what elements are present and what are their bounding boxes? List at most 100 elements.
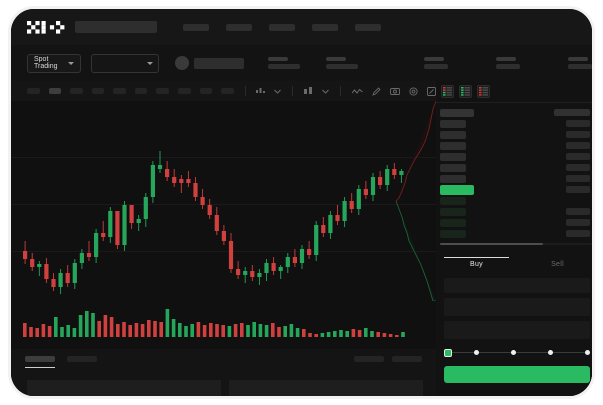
stat-0 — [268, 57, 300, 69]
slider-handle[interactable] — [444, 348, 452, 357]
gridline — [11, 251, 436, 252]
stat-value — [424, 64, 448, 69]
slider-stop-50[interactable] — [511, 350, 516, 355]
camera-icon[interactable] — [390, 87, 400, 95]
bid-amount — [566, 208, 590, 215]
chevron-down-icon — [67, 61, 74, 65]
okx-logo-icon[interactable] — [27, 20, 65, 34]
ask-price — [440, 141, 466, 150]
orderbook-ask-row[interactable] — [440, 140, 590, 151]
bottom-block-1[interactable] — [229, 380, 423, 396]
bottom-block-0[interactable] — [27, 380, 221, 396]
stat-label — [424, 57, 444, 61]
orderbook-ask-row[interactable] — [440, 173, 590, 184]
interval-3[interactable] — [91, 88, 105, 94]
ask-amount — [566, 131, 590, 138]
ask-price — [440, 130, 466, 139]
orderbook-bid-row[interactable] — [440, 228, 590, 239]
stat-value — [568, 64, 592, 69]
stat-2 — [424, 57, 448, 69]
search-input[interactable] — [75, 21, 157, 33]
bottom-tab-0[interactable] — [25, 356, 55, 362]
nav-item-2[interactable] — [269, 23, 295, 31]
last-price-value — [194, 57, 244, 69]
orderbook-ask-row[interactable] — [440, 162, 590, 173]
bottom-action-0[interactable] — [354, 356, 384, 362]
interval-0[interactable] — [27, 88, 40, 94]
slider-stop-25[interactable] — [474, 350, 479, 355]
chevron-down-icon[interactable] — [274, 89, 282, 94]
amount-input[interactable] — [444, 298, 590, 316]
bottom-tab-0-wrap[interactable] — [25, 356, 55, 368]
nav-item-0[interactable] — [183, 23, 209, 31]
orderbook-bid-row[interactable] — [440, 206, 590, 217]
fullscreen-icon[interactable] — [427, 86, 436, 96]
trading-mode-dropdown[interactable]: Spot Trading — [27, 53, 81, 73]
interval-8[interactable] — [199, 88, 213, 94]
market-info-bar: Spot Trading — [11, 45, 592, 81]
last-price-group — [175, 56, 244, 70]
amount-percent-slider[interactable] — [444, 348, 590, 357]
draw-pencil-icon[interactable] — [372, 86, 381, 96]
orderbook-mode-asks-only-icon[interactable] — [477, 85, 490, 98]
interval-7[interactable] — [177, 88, 191, 94]
chevron-down-icon[interactable] — [322, 89, 330, 94]
nav-item-3[interactable] — [312, 23, 338, 31]
orderbook-rows[interactable] — [436, 103, 592, 239]
chart-toolbar — [11, 81, 436, 101]
stat-label — [268, 57, 288, 61]
place-buy-order-button[interactable] — [444, 366, 590, 383]
total-input[interactable] — [444, 321, 590, 339]
interval-1[interactable] — [48, 88, 62, 94]
scrollbar-thumb[interactable] — [440, 243, 544, 245]
stat-4 — [568, 57, 592, 69]
nav-item-1[interactable] — [226, 23, 252, 31]
bottom-content — [27, 380, 423, 396]
stat-1 — [326, 57, 358, 69]
orderbook-mode-both-icon[interactable] — [441, 85, 454, 98]
orderbook-bid-row[interactable] — [440, 195, 590, 206]
interval-6[interactable] — [156, 88, 169, 94]
ask-price — [440, 174, 466, 183]
orderbook-ask-row[interactable] — [440, 129, 590, 140]
orderbook-mode-bids-only-icon[interactable] — [459, 85, 472, 98]
price-input[interactable] — [444, 278, 590, 293]
orderbook-bid-row[interactable] — [440, 217, 590, 228]
pair-select-dropdown[interactable] — [90, 53, 159, 73]
ask-price — [440, 119, 466, 128]
column-header-amount — [554, 109, 590, 116]
price-chart-panel[interactable] — [11, 101, 436, 349]
settings-gear-icon[interactable] — [409, 86, 418, 96]
stat-value — [496, 64, 520, 69]
tab-buy[interactable]: Buy — [470, 261, 483, 268]
line-chart-icon[interactable] — [351, 88, 363, 95]
slider-stop-75[interactable] — [548, 350, 553, 355]
ask-amount — [566, 120, 590, 127]
bottom-action-1[interactable] — [392, 356, 422, 362]
market-depth-overlay — [395, 101, 436, 301]
orderbook-scrollbar[interactable] — [440, 243, 592, 245]
interval-9[interactable] — [221, 88, 234, 94]
indicators-icon[interactable] — [256, 87, 266, 95]
active-tab-underline — [25, 367, 55, 368]
tab-sell[interactable]: Sell — [551, 261, 564, 268]
compare-icon[interactable] — [304, 87, 313, 95]
ask-amount — [566, 175, 590, 182]
toolbar-divider — [340, 86, 341, 96]
orderbook-ask-row[interactable] — [440, 151, 590, 162]
interval-4[interactable] — [113, 88, 126, 94]
bottom-tab-1[interactable] — [67, 356, 97, 362]
nav-item-4[interactable] — [355, 23, 381, 31]
stat-value — [326, 64, 358, 69]
ask-amount — [566, 142, 590, 149]
interval-5[interactable] — [134, 88, 148, 94]
bottom-tab-bar — [25, 356, 422, 368]
interval-2[interactable] — [70, 88, 83, 94]
current-price-amount — [566, 186, 590, 193]
orderbook-ask-row[interactable] — [440, 118, 590, 129]
trading-app: Spot Trading — [11, 9, 592, 396]
slider-stop-100[interactable] — [585, 350, 590, 355]
gridline — [11, 204, 436, 205]
slider-track — [448, 352, 587, 353]
stat-3 — [496, 57, 520, 69]
